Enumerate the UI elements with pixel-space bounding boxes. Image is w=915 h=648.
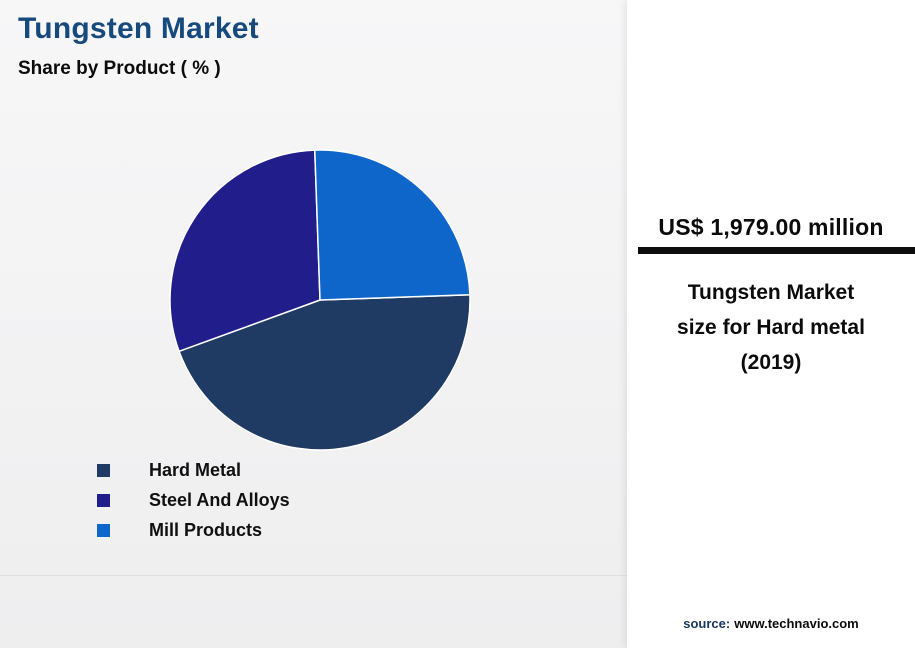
value-underline-rule — [638, 247, 915, 254]
market-value: US$ 1,979.00 million — [658, 214, 884, 240]
source-label: source: — [683, 616, 731, 631]
legend-item-mill-products: Mill Products — [97, 520, 290, 541]
pie-slice-hard-metal — [178, 293, 471, 451]
pie-chart — [168, 148, 472, 452]
chart-area: Tungsten Market Share by Product ( % ) H… — [0, 0, 627, 648]
legend: Hard Metal Steel And Alloys Mill Products — [97, 460, 290, 550]
legend-swatch-mill-products — [97, 524, 110, 537]
page-title: Tungsten Market — [18, 12, 259, 45]
pie-slice-steel-and-alloys — [169, 149, 321, 353]
legend-item-hard-metal: Hard Metal — [97, 460, 290, 481]
page-subtitle: Share by Product ( % ) — [18, 58, 221, 79]
legend-label-steel-and-alloys: Steel And Alloys — [149, 490, 290, 510]
legend-label-mill-products: Mill Products — [149, 520, 263, 540]
caption-line-2: size for Hard metal — [677, 316, 865, 339]
info-panel: US$ 1,979.00 million Tungsten Market siz… — [627, 0, 915, 648]
source-line: source: www.technavio.com — [627, 616, 915, 631]
legend-swatch-steel-and-alloys — [97, 494, 110, 507]
market-caption: Tungsten Market size for Hard metal (201… — [627, 275, 915, 380]
legend-item-steel-and-alloys: Steel And Alloys — [97, 490, 290, 511]
pie-chart-svg — [169, 149, 471, 451]
bottom-divider — [0, 575, 627, 576]
pie-slice-mill-products — [313, 149, 471, 301]
source-link: www.technavio.com — [734, 616, 859, 631]
legend-swatch-hard-metal — [97, 464, 110, 477]
caption-line-3: (2019) — [740, 351, 802, 374]
legend-label-hard-metal: Hard Metal — [149, 460, 242, 480]
caption-line-1: Tungsten Market — [687, 281, 855, 304]
